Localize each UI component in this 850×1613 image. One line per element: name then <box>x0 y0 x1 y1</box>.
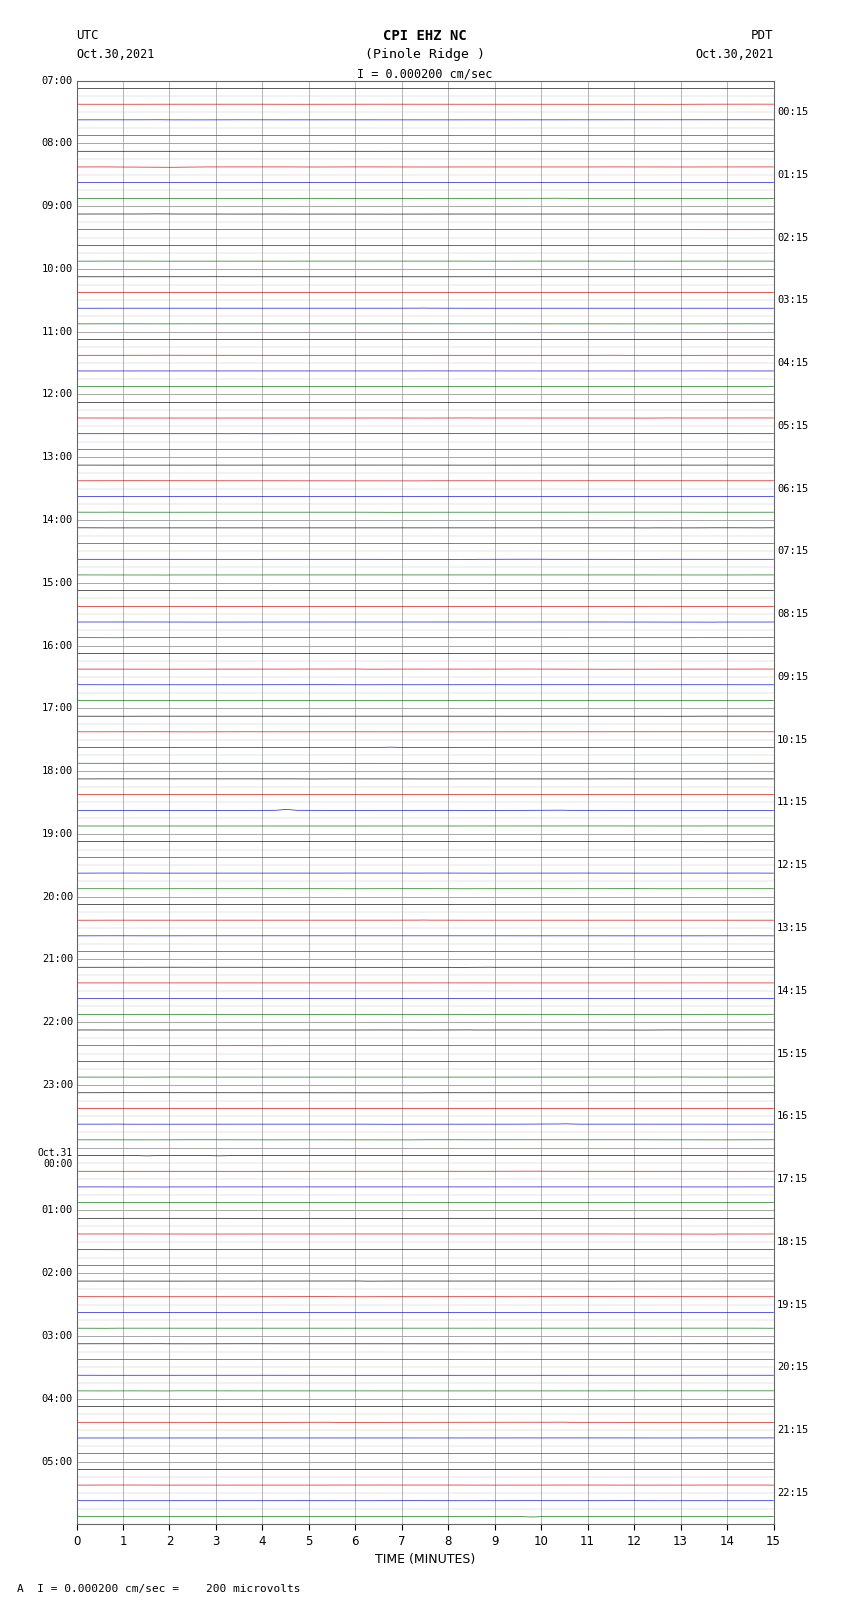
Text: 00:00: 00:00 <box>43 1160 73 1169</box>
Text: 13:15: 13:15 <box>777 923 808 932</box>
Text: 09:15: 09:15 <box>777 673 808 682</box>
Text: CPI EHZ NC: CPI EHZ NC <box>383 29 467 44</box>
Text: Oct.31: Oct.31 <box>37 1148 73 1158</box>
Text: 23:00: 23:00 <box>42 1081 73 1090</box>
Text: 08:00: 08:00 <box>42 139 73 148</box>
Text: 01:00: 01:00 <box>42 1205 73 1216</box>
Text: 04:15: 04:15 <box>777 358 808 368</box>
Text: 01:15: 01:15 <box>777 169 808 179</box>
Text: 08:15: 08:15 <box>777 610 808 619</box>
Text: 20:15: 20:15 <box>777 1363 808 1373</box>
Text: 11:00: 11:00 <box>42 327 73 337</box>
Text: 02:00: 02:00 <box>42 1268 73 1277</box>
X-axis label: TIME (MINUTES): TIME (MINUTES) <box>375 1553 475 1566</box>
Text: 11:15: 11:15 <box>777 797 808 808</box>
Text: 04:00: 04:00 <box>42 1394 73 1403</box>
Text: 05:00: 05:00 <box>42 1457 73 1466</box>
Text: 00:15: 00:15 <box>777 106 808 118</box>
Text: 22:00: 22:00 <box>42 1018 73 1027</box>
Text: 17:00: 17:00 <box>42 703 73 713</box>
Text: 16:15: 16:15 <box>777 1111 808 1121</box>
Text: 07:00: 07:00 <box>42 76 73 85</box>
Text: I = 0.000200 cm/sec: I = 0.000200 cm/sec <box>357 68 493 81</box>
Text: 03:00: 03:00 <box>42 1331 73 1340</box>
Text: 19:15: 19:15 <box>777 1300 808 1310</box>
Text: 15:15: 15:15 <box>777 1048 808 1058</box>
Text: 15:00: 15:00 <box>42 577 73 587</box>
Text: 06:15: 06:15 <box>777 484 808 494</box>
Text: 12:15: 12:15 <box>777 860 808 871</box>
Text: 12:00: 12:00 <box>42 389 73 400</box>
Text: 09:00: 09:00 <box>42 202 73 211</box>
Text: 03:15: 03:15 <box>777 295 808 305</box>
Text: 18:00: 18:00 <box>42 766 73 776</box>
Text: 14:00: 14:00 <box>42 515 73 524</box>
Text: 19:00: 19:00 <box>42 829 73 839</box>
Text: Oct.30,2021: Oct.30,2021 <box>695 48 774 61</box>
Text: 18:15: 18:15 <box>777 1237 808 1247</box>
Text: 21:15: 21:15 <box>777 1426 808 1436</box>
Text: UTC: UTC <box>76 29 99 42</box>
Text: 02:15: 02:15 <box>777 232 808 242</box>
Text: 21:00: 21:00 <box>42 955 73 965</box>
Text: PDT: PDT <box>751 29 774 42</box>
Text: 16:00: 16:00 <box>42 640 73 650</box>
Text: 22:15: 22:15 <box>777 1487 808 1498</box>
Text: 10:15: 10:15 <box>777 734 808 745</box>
Text: 17:15: 17:15 <box>777 1174 808 1184</box>
Text: Oct.30,2021: Oct.30,2021 <box>76 48 155 61</box>
Text: 07:15: 07:15 <box>777 547 808 556</box>
Text: (Pinole Ridge ): (Pinole Ridge ) <box>365 48 485 61</box>
Text: 10:00: 10:00 <box>42 265 73 274</box>
Text: 20:00: 20:00 <box>42 892 73 902</box>
Text: A  I = 0.000200 cm/sec =    200 microvolts: A I = 0.000200 cm/sec = 200 microvolts <box>17 1584 301 1594</box>
Text: 14:15: 14:15 <box>777 986 808 995</box>
Text: 13:00: 13:00 <box>42 452 73 463</box>
Text: 05:15: 05:15 <box>777 421 808 431</box>
